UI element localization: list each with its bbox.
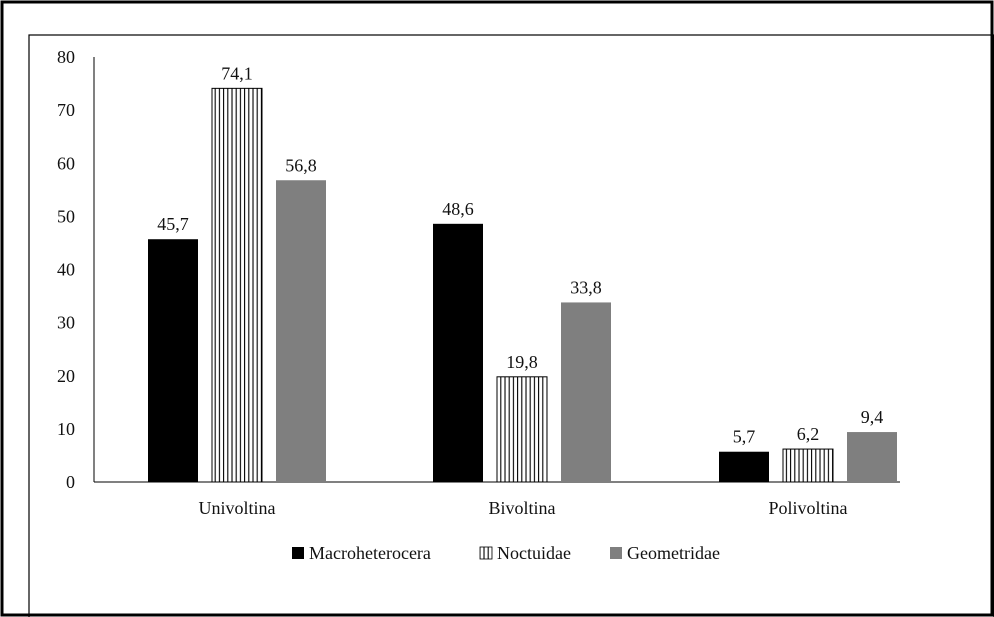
data-label: 19,8 — [506, 352, 538, 372]
data-label: 9,4 — [861, 407, 884, 427]
y-tick-label: 10 — [57, 419, 75, 439]
y-tick-label: 40 — [57, 260, 75, 280]
bar-geometridae-polivoltina — [847, 432, 897, 482]
bar-geometridae-univoltina — [276, 180, 326, 482]
legend-label-geometridae: Geometridae — [627, 543, 720, 563]
bar-noctuidae-bivoltina — [496, 376, 548, 483]
y-tick-label: 0 — [66, 472, 75, 492]
data-labels: 45,7 74,1 56,8 48,6 19,8 33,8 5,7 6,2 9,4 — [157, 63, 883, 446]
legend-label-noctuidae: Noctuidae — [497, 543, 571, 563]
y-tick-label: 70 — [57, 100, 75, 120]
x-category-label: Bivoltina — [489, 498, 556, 518]
y-axis-ticks: 0 10 20 30 40 50 60 70 80 — [57, 47, 75, 492]
x-category-label: Univoltina — [199, 498, 276, 518]
y-tick-label: 20 — [57, 366, 75, 386]
y-tick-label: 60 — [57, 153, 75, 173]
bar-geometridae-bivoltina — [561, 302, 611, 482]
data-label: 56,8 — [285, 155, 317, 175]
bar-macroheterocera-polivoltina — [719, 451, 769, 482]
data-label: 48,6 — [442, 199, 474, 219]
y-tick-label: 30 — [57, 313, 75, 333]
data-label: 45,7 — [157, 214, 189, 234]
bar-noctuidae-polivoltina — [782, 448, 834, 483]
legend: Macroheterocera Noctuidae Geometridae — [292, 543, 720, 563]
bar-macroheterocera-univoltina — [148, 239, 198, 482]
legend-swatch-macroheterocera — [292, 547, 304, 559]
x-category-label: Polivoltina — [768, 498, 847, 518]
bar-macroheterocera-bivoltina — [433, 223, 483, 482]
y-tick-label: 50 — [57, 206, 75, 226]
legend-label-macroheterocera: Macroheterocera — [309, 543, 431, 563]
data-label: 33,8 — [570, 277, 602, 297]
chart-border — [28, 34, 994, 617]
bars — [148, 87, 897, 483]
data-label: 6,2 — [797, 424, 820, 444]
data-label: 74,1 — [221, 63, 253, 83]
x-axis-categories: Univoltina Bivoltina Polivoltina — [199, 498, 848, 518]
legend-swatch-noctuidae — [479, 546, 493, 560]
y-tick-label: 80 — [57, 47, 75, 67]
data-label: 5,7 — [733, 427, 756, 447]
legend-swatch-geometridae — [610, 547, 622, 559]
bar-noctuidae-univoltina — [211, 87, 263, 483]
